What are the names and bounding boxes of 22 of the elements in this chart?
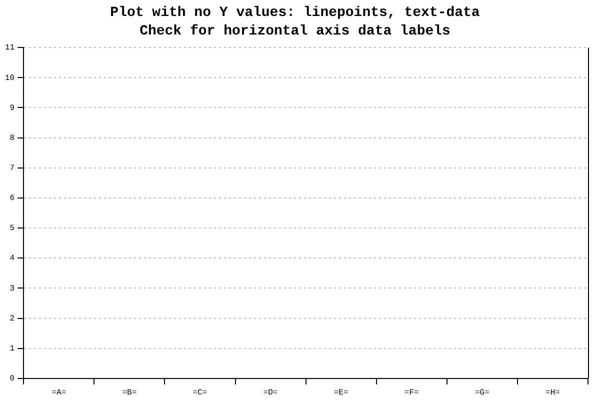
y-tick-label: 9 — [10, 104, 15, 113]
y-tick-label: 1 — [10, 344, 15, 354]
x-tick-label: =D= — [263, 388, 278, 398]
x-tick-label: =F= — [404, 388, 420, 398]
y-tick-label: 11 — [4, 44, 15, 53]
y-tick-label: 0 — [10, 374, 15, 384]
y-tick-label: 3 — [10, 284, 15, 294]
y-tick-label: 5 — [10, 224, 15, 234]
x-tick-label: =A= — [52, 388, 66, 398]
y-tick-label: 2 — [10, 314, 15, 324]
y-tick-label: 4 — [10, 254, 15, 264]
y-tick-label: 7 — [10, 164, 15, 174]
chart-title: Plot with no Y values: linepoints, text-data — [110, 4, 480, 21]
x-tick-label: =H= — [546, 388, 560, 398]
x-tick-label: =E= — [334, 388, 348, 398]
chart-subtitle: Check for horizontal axis data labels — [140, 24, 450, 40]
y-tick-label: 10 — [4, 74, 15, 83]
y-tick-label: 8 — [10, 134, 15, 143]
y-tick-label: 6 — [10, 194, 15, 204]
x-tick-label: =C= — [192, 388, 208, 398]
x-tick-label: =G= — [474, 388, 490, 398]
x-tick-label: =B= — [122, 388, 137, 398]
